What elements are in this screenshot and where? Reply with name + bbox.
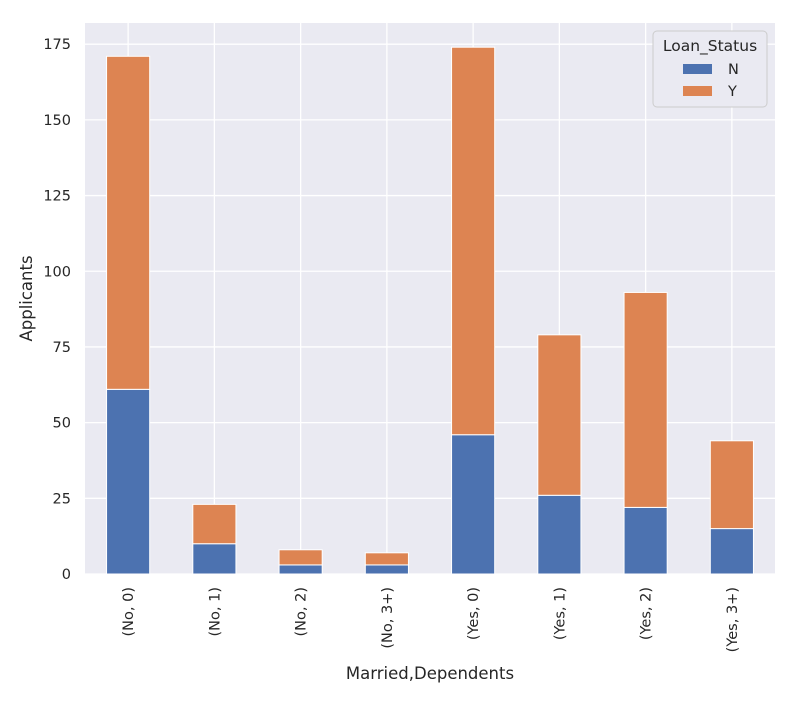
- bar-segment-n: [537, 494, 582, 575]
- y-tick-label: 50: [53, 416, 71, 432]
- bar-segment-n: [192, 543, 237, 575]
- bar-segment-n: [623, 506, 668, 575]
- bar-segment-y: [106, 55, 151, 390]
- x-tick-label: (Yes, 2): [639, 587, 655, 640]
- y-axis-label: Applicants: [17, 255, 36, 341]
- legend-swatch-y: [683, 86, 712, 96]
- legend: Loan_Status NY: [652, 30, 768, 108]
- bar-segment-n: [709, 528, 754, 575]
- bar-segment-y: [709, 440, 754, 530]
- y-axis: 0 25 50 75 100 125 150 175: [43, 37, 71, 583]
- bar-segment-n: [364, 564, 409, 575]
- bar-segment-y: [537, 334, 582, 496]
- x-tick-label: (No, 1): [207, 587, 223, 636]
- x-tick-label: (No, 0): [121, 587, 137, 636]
- legend-swatch-n: [683, 64, 712, 74]
- bar-segment-n: [106, 388, 151, 575]
- x-tick-label: (Yes, 1): [552, 587, 568, 640]
- bar-segment-y: [364, 552, 409, 566]
- bar-segment-y: [192, 503, 237, 545]
- y-tick-label: 75: [53, 340, 71, 356]
- x-tick-label: (No, 3+): [380, 587, 396, 649]
- bar-segment-y: [278, 549, 323, 566]
- legend-label-y: Y: [727, 84, 737, 100]
- bar-segment-y: [451, 46, 496, 436]
- x-tick-label: (Yes, 3+): [725, 587, 741, 652]
- y-tick-label: 175: [43, 37, 71, 53]
- legend-title: Loan_Status: [663, 37, 757, 56]
- legend-label-n: N: [728, 62, 739, 78]
- bar-segment-y: [623, 291, 668, 508]
- bars: [106, 46, 754, 575]
- x-axis-label: Married,Dependents: [346, 664, 514, 683]
- y-tick-label: 150: [43, 113, 71, 129]
- bar-segment-n: [278, 564, 323, 575]
- x-tick-label: (Yes, 0): [466, 587, 482, 640]
- y-tick-label: 0: [62, 567, 71, 583]
- x-axis: (No, 0) (No, 1) (No, 2) (No, 3+) (Yes, 0) (Ye…: [121, 587, 741, 652]
- bar-segment-n: [451, 434, 496, 575]
- y-tick-label: 100: [43, 264, 71, 280]
- y-tick-label: 125: [43, 189, 71, 205]
- y-tick-label: 25: [53, 491, 71, 507]
- x-tick-label: (No, 2): [294, 587, 310, 636]
